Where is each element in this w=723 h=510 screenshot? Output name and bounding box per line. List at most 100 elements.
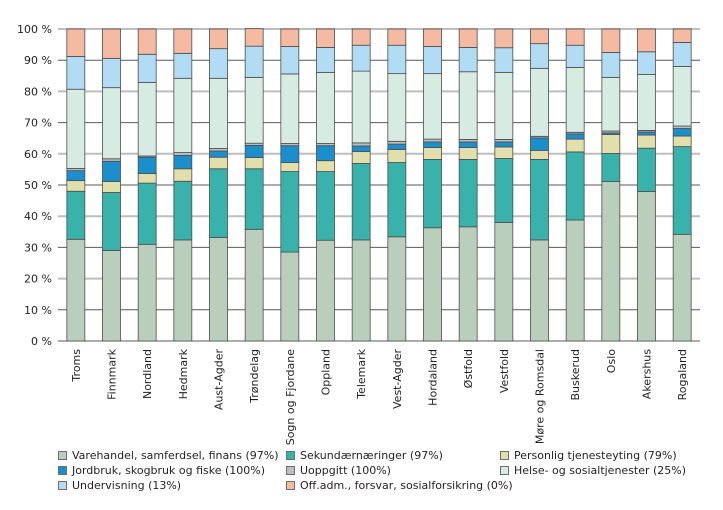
bar-segment <box>137 173 157 184</box>
legend-label: Off.adm., forsvar, sosialforsikring (0%) <box>300 479 513 492</box>
bar-segment <box>530 67 549 137</box>
bar-segment <box>565 219 585 342</box>
bar-segment <box>672 42 692 67</box>
legend-item-undervisning: Undervisning (13%) <box>58 479 181 492</box>
bar-segment <box>66 190 86 240</box>
gridlines <box>58 28 700 342</box>
bar-segment <box>173 52 193 79</box>
x-category-label: Rogaland <box>676 349 689 400</box>
bar-stack <box>280 28 300 342</box>
bar-segment <box>494 28 514 49</box>
bar-stack <box>601 28 621 342</box>
bar-segment <box>423 73 442 140</box>
legend-item-uoppgitt: Uoppgitt (100%) <box>286 464 391 477</box>
x-category-label: Buskerud <box>569 349 582 400</box>
bar-segment <box>458 47 478 73</box>
bar-segment <box>637 134 656 149</box>
legend-label: Undervisning (13%) <box>72 479 182 492</box>
bar-segment <box>280 251 300 342</box>
bar-segment <box>672 135 692 148</box>
bar-segment <box>351 163 371 241</box>
x-category-label: Aust-Agder <box>213 349 226 411</box>
x-category-label: Telemark <box>355 348 368 399</box>
bar-segment <box>672 233 692 342</box>
bar-segment <box>209 168 228 238</box>
legend-swatch <box>58 466 67 475</box>
x-category-label: Oslo <box>605 349 618 373</box>
bar-segment <box>316 28 335 48</box>
bar-segment <box>530 137 549 151</box>
bar-stack <box>530 28 549 342</box>
bar-segment <box>423 46 442 75</box>
y-tick-label: 40 % <box>24 210 52 223</box>
bar-segment <box>209 77 228 149</box>
bar-segment <box>173 77 193 153</box>
x-axis-category-labels: Troms Finnmark Nordland Hedmark Aust-Agder Tr… <box>70 348 689 445</box>
bar-segment <box>458 71 478 140</box>
x-category-label: Oppland <box>320 349 333 395</box>
bar-segment <box>601 153 621 182</box>
bar-segment <box>66 180 86 192</box>
bar-segment <box>637 191 656 342</box>
bar-segment <box>601 134 621 154</box>
bar-segment <box>280 46 300 75</box>
bar-segment <box>66 170 86 182</box>
bar-segment <box>209 237 228 342</box>
bar-stack <box>102 28 121 342</box>
bar-segment <box>458 226 478 342</box>
bar-segment <box>280 28 300 47</box>
bar-segment <box>565 151 585 221</box>
x-category-label: Sogn og Fjordane <box>284 349 297 445</box>
bar-segment <box>316 171 335 241</box>
bar-segment <box>494 222 514 342</box>
legend-item-off-adm: Off.adm., forsvar, sosialforsikring (0%) <box>286 479 513 492</box>
bar-segment <box>173 28 193 54</box>
x-category-label: Akershus <box>641 349 654 399</box>
bar-stack <box>66 28 86 342</box>
bar-segment <box>66 56 86 90</box>
bar-segment <box>244 228 264 342</box>
legend-swatch <box>286 466 295 475</box>
bar-segment <box>209 150 228 158</box>
bar-segment <box>672 28 692 43</box>
bar-segment <box>387 28 407 46</box>
y-tick-label: 10 % <box>24 304 52 317</box>
x-category-label: Vest-Agder <box>391 349 404 409</box>
y-tick-label: 80 % <box>24 85 52 98</box>
y-tick-label: 100 % <box>17 23 52 36</box>
bar-segment <box>601 181 621 342</box>
legend-swatch <box>500 466 509 475</box>
x-category-label: Finnmark <box>106 348 119 400</box>
bar-segment <box>565 28 585 46</box>
bar-stack <box>672 28 692 342</box>
bar-segment <box>637 51 656 75</box>
legend-item-helse: Helse- og sosialtjenester (25%) <box>500 464 686 477</box>
x-category-label: Nordland <box>141 349 154 399</box>
bar-segment <box>66 88 86 169</box>
y-tick-label: 70 % <box>24 117 52 130</box>
legend-swatch <box>286 481 295 490</box>
bar-segment <box>102 28 121 59</box>
legend-swatch <box>286 451 295 460</box>
bar-segment <box>66 238 86 342</box>
bar-segment <box>387 236 407 342</box>
bar-segment <box>672 146 692 235</box>
bar-segment <box>173 180 193 241</box>
bar-segment <box>137 243 157 342</box>
bar-stack <box>209 28 228 342</box>
x-category-label: Troms <box>70 349 83 383</box>
bar-stack <box>458 28 478 342</box>
y-tick-label: 90 % <box>24 54 52 67</box>
legend-swatch <box>500 451 509 460</box>
bar-segment <box>280 162 300 172</box>
bar-segment <box>637 147 656 192</box>
legend-item-personlig: Personlig tjenesteyting (79%) <box>500 449 677 462</box>
bar-stack <box>423 28 442 342</box>
legend-label: Uoppgitt (100%) <box>300 464 391 477</box>
bar-segment <box>423 138 442 143</box>
bar-segment <box>102 192 121 251</box>
bar-segment <box>494 146 514 159</box>
y-tick-label: 20 % <box>24 273 52 286</box>
legend-item-jordbruk: Jordbruk, skogbruk og fiske (100%) <box>58 464 265 477</box>
bar-segment <box>316 239 335 342</box>
